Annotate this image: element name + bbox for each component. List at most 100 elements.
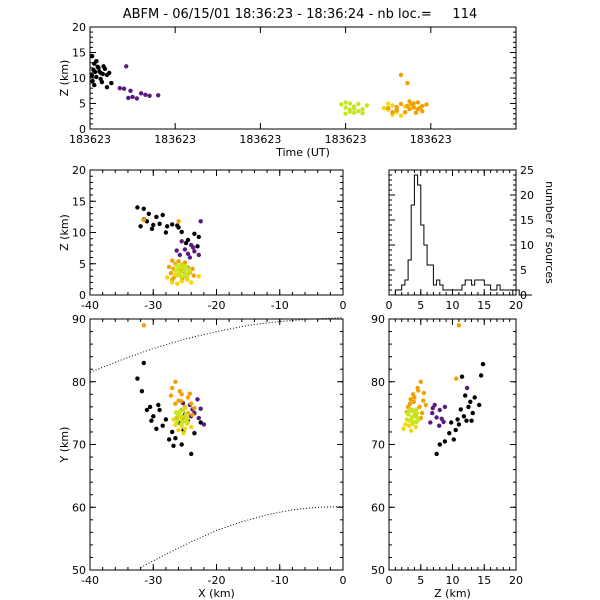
z-y-point-black (453, 427, 458, 433)
z-y-point-black (456, 422, 462, 427)
z-y-point-purple (437, 423, 442, 428)
x-y-point-orange (170, 385, 175, 391)
x-y-point-black (135, 376, 140, 381)
z-y-point-orange (454, 376, 459, 381)
time-height-xtick-label: 183623 (154, 133, 196, 146)
z-y-point-black (469, 418, 474, 423)
time-height-point-lime (360, 111, 365, 116)
z-y-point-lime (407, 418, 412, 423)
time-height-point-lime (351, 110, 357, 115)
x-y-point-black (189, 451, 194, 457)
x-z-point-purple (182, 247, 188, 252)
x-y-point-black (163, 417, 169, 422)
x-z-point-orange (141, 217, 146, 223)
x-y-point-black (151, 414, 156, 419)
x-y-point-lime (174, 420, 179, 425)
x-y-point-black (147, 404, 153, 410)
time-height-point-lime (351, 106, 357, 111)
time-height-point-purple (143, 92, 148, 98)
time-height-point-purple (126, 95, 131, 101)
time-height-point-orange (386, 105, 391, 111)
z-y-xtick-label: 5 (417, 574, 424, 587)
z-y-ytick-label: 60 (371, 501, 385, 514)
x-z-point-lime (173, 268, 178, 273)
time-height-point-black (94, 59, 99, 64)
x-z-point-purple (179, 239, 184, 244)
panel-z-y: 0 5 10 15 20 50 60 70 80 90 Z (km) (371, 313, 523, 600)
time-height-point-black (98, 70, 103, 76)
z-y-point-orange (421, 398, 426, 403)
time-height-ytick-label: 5 (79, 98, 86, 111)
z-y-point-lime (414, 407, 419, 412)
x-y-point-black (160, 423, 165, 428)
x-z-ylabel: Z (km) (58, 214, 71, 251)
time-height-point-lime (347, 109, 353, 114)
z-y-point-black (459, 374, 465, 379)
z-y-point-purple (428, 420, 433, 425)
x-z-point-orange (176, 219, 181, 224)
x-y-point-orange (141, 323, 146, 328)
histogram-xtick-label: 15 (477, 299, 491, 312)
z-y-point-purple (430, 410, 435, 416)
time-height-point-orange (398, 101, 404, 107)
time-height-point-orange (394, 104, 399, 110)
x-z-point-yellow (185, 277, 190, 282)
x-z-point-black (149, 226, 155, 231)
panel-time-height: 183623 183623 183623 183623 18362305101520Ti… (58, 21, 517, 159)
x-z-ytick-label: 15 (72, 195, 86, 208)
time-height-point-lime (356, 101, 361, 107)
time-height-point-black (89, 73, 95, 78)
time-height-point-lime (343, 105, 348, 110)
z-y-point-purple (464, 385, 470, 391)
z-y-point-black (437, 442, 442, 447)
z-y-point-black (470, 410, 475, 416)
time-height-point-black (109, 80, 114, 86)
z-y-point-orange (419, 410, 425, 416)
x-y-point-yellow (181, 431, 186, 436)
z-y-point-purple (437, 407, 442, 413)
x-y-reference-curve (140, 506, 344, 568)
time-height-point-purple (130, 94, 135, 100)
x-y-point-lime (184, 421, 189, 426)
time-height-point-orange (411, 105, 416, 110)
x-z-point-orange (166, 264, 172, 270)
time-height-point-purple (121, 86, 127, 91)
z-y-point-purple (442, 404, 448, 410)
x-y-point-yellow (176, 427, 181, 433)
x-y-point-lime (183, 412, 189, 417)
x-y-point-orange (177, 389, 182, 394)
z-y-point-orange (416, 388, 421, 393)
z-y-point-orange (411, 399, 416, 404)
z-y-xtick-label: 15 (477, 574, 491, 587)
x-z-point-purple (187, 255, 193, 260)
x-y-point-orange (178, 399, 184, 404)
time-height-point-orange (413, 110, 419, 115)
x-z-point-yellow (165, 275, 170, 280)
x-y-ytick-label: 60 (72, 501, 86, 514)
x-y-point-orange (168, 393, 174, 398)
time-height-point-lime (364, 103, 370, 108)
x-z-point-black (154, 214, 159, 220)
time-height-point-purple (147, 93, 152, 99)
x-z-point-yellow (175, 281, 180, 286)
x-y-point-lime (180, 419, 185, 425)
x-z-ytick-label: 20 (72, 164, 86, 177)
x-y-point-orange (187, 391, 193, 396)
x-y-xtick-label: -10 (271, 574, 289, 587)
x-z-point-black (146, 211, 151, 216)
time-height-point-black (107, 70, 112, 76)
z-y-xtick-label: 0 (386, 574, 393, 587)
x-y-point-lime (178, 415, 183, 420)
z-y-point-orange (417, 404, 422, 410)
z-y-point-black (463, 393, 468, 398)
time-height-point-orange (420, 109, 425, 114)
x-z-point-black (157, 221, 162, 226)
time-height-ylabel: Z (km) (58, 60, 71, 97)
histogram-ytick-label: 5 (520, 264, 527, 277)
panel-x-y: -40 -30 -20 -10 0 50 60 70 80 90 X (km) Y (km) (58, 313, 347, 600)
z-y-ytick-label: 50 (371, 564, 385, 577)
z-y-point-yellow (407, 423, 412, 428)
time-height-point-lime (356, 109, 361, 114)
z-y-ytick-label: 90 (371, 313, 385, 326)
